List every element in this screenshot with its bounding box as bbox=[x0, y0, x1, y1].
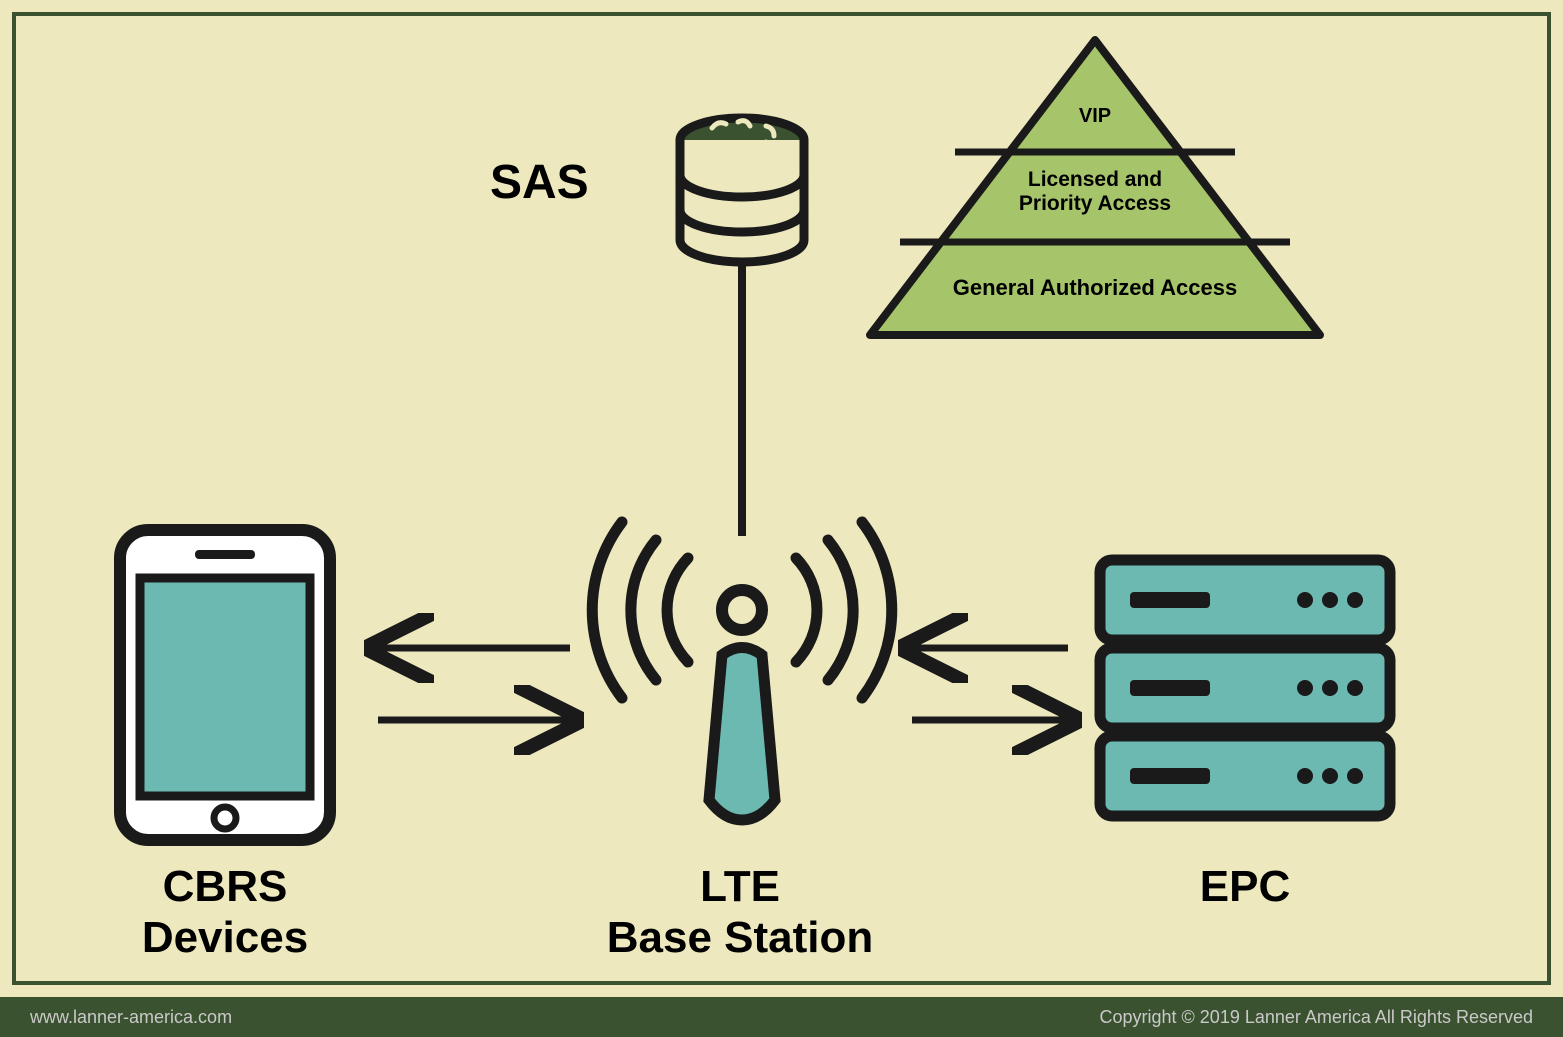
lte-l1: LTE bbox=[700, 862, 780, 911]
lte-epc-arrows bbox=[912, 648, 1068, 720]
diagram-canvas: SAS VIP Licensed and Priority Access Gen… bbox=[0, 0, 1563, 1037]
epc-server-icon bbox=[1100, 560, 1390, 816]
footer-bar: www.lanner-america.com Copyright © 2019 … bbox=[0, 997, 1563, 1037]
lte-l2: Base Station bbox=[607, 913, 874, 962]
cbrs-label: CBRS Devices bbox=[105, 862, 345, 963]
lte-label: LTE Base Station bbox=[590, 862, 890, 963]
pyramid-tier2-l2: Priority Access bbox=[1019, 192, 1171, 215]
cbrs-l2: Devices bbox=[142, 913, 308, 962]
sas-database-icon bbox=[680, 118, 804, 262]
footer-url: www.lanner-america.com bbox=[30, 1007, 232, 1028]
cbrs-l1: CBRS bbox=[163, 862, 288, 911]
pyramid-tier1: VIP bbox=[1060, 105, 1130, 128]
phone-icon bbox=[120, 530, 330, 840]
pyramid-tier3: General Authorized Access bbox=[930, 275, 1260, 301]
pyramid-tier2: Licensed and Priority Access bbox=[1000, 168, 1190, 216]
sas-label: SAS bbox=[490, 155, 589, 210]
antenna-icon bbox=[592, 522, 892, 820]
pyramid-tier2-l1: Licensed and bbox=[1028, 168, 1162, 191]
epc-label: EPC bbox=[1180, 862, 1310, 913]
cbrs-lte-arrows bbox=[378, 648, 570, 720]
footer-copyright: Copyright © 2019 Lanner America All Righ… bbox=[1100, 1007, 1534, 1028]
